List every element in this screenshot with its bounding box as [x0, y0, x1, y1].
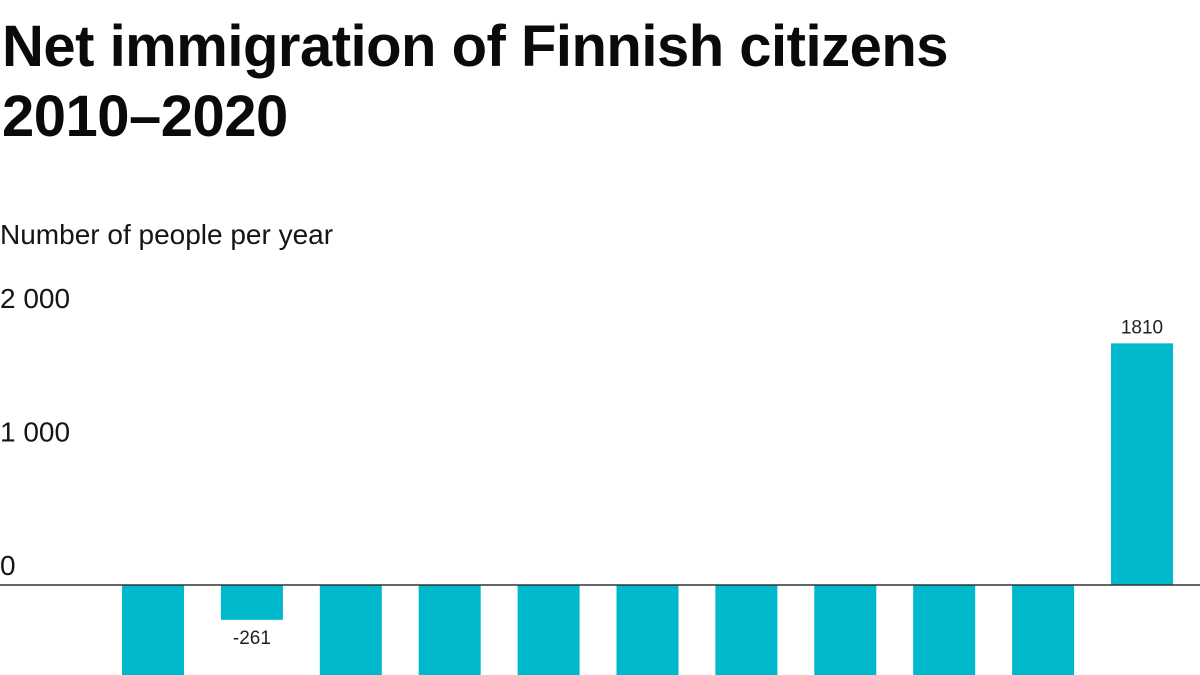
- bar-2020: [1111, 343, 1173, 585]
- bar-2019: [1012, 585, 1075, 675]
- bar-2011: [220, 585, 283, 620]
- data-label-2011: -261: [233, 628, 271, 649]
- y-axis-label: Number of people per year: [0, 219, 334, 250]
- chart-title: Net immigration of Finnish citizens 2010…: [2, 12, 949, 152]
- bar-2016: [715, 585, 778, 675]
- chart-title-line-2: 2010–2020: [2, 84, 288, 149]
- bar-2010: [122, 585, 184, 675]
- chart-title-line-1: Net immigration of Finnish citizens: [2, 14, 949, 79]
- y-tick-label: 0: [0, 550, 16, 581]
- bar-2018: [913, 585, 976, 675]
- bar-2013: [418, 585, 481, 675]
- y-tick-label: 2 000: [0, 283, 70, 314]
- bar-2017: [814, 585, 877, 675]
- y-tick-label: 1 000: [0, 417, 70, 448]
- bar-2014: [517, 585, 580, 675]
- data-label-2020: 1810: [1121, 317, 1163, 338]
- bar-2012: [319, 585, 382, 675]
- bar-2015: [616, 585, 679, 675]
